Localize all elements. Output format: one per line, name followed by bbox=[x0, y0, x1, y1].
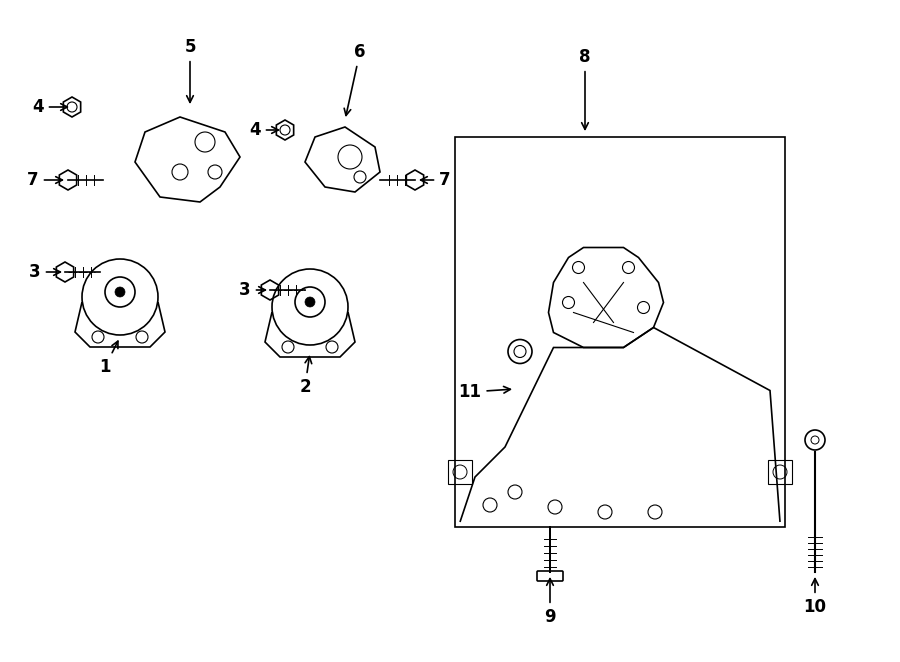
Text: 4: 4 bbox=[249, 121, 278, 139]
Bar bbox=[448, 460, 472, 484]
Text: 5: 5 bbox=[184, 38, 196, 103]
Text: 1: 1 bbox=[99, 341, 118, 376]
Circle shape bbox=[115, 287, 125, 297]
Text: 8: 8 bbox=[580, 48, 590, 129]
Text: 4: 4 bbox=[32, 98, 68, 116]
Text: 10: 10 bbox=[804, 579, 826, 616]
Bar bbox=[455, 137, 785, 527]
Text: 3: 3 bbox=[29, 263, 60, 281]
Text: 9: 9 bbox=[544, 579, 556, 626]
Circle shape bbox=[305, 297, 315, 307]
Text: 6: 6 bbox=[344, 43, 365, 115]
Text: 7: 7 bbox=[420, 171, 451, 189]
Text: 7: 7 bbox=[27, 171, 62, 189]
Text: 2: 2 bbox=[299, 357, 311, 396]
Bar bbox=[768, 460, 792, 484]
Text: 3: 3 bbox=[239, 281, 266, 299]
Text: 11: 11 bbox=[458, 383, 510, 401]
